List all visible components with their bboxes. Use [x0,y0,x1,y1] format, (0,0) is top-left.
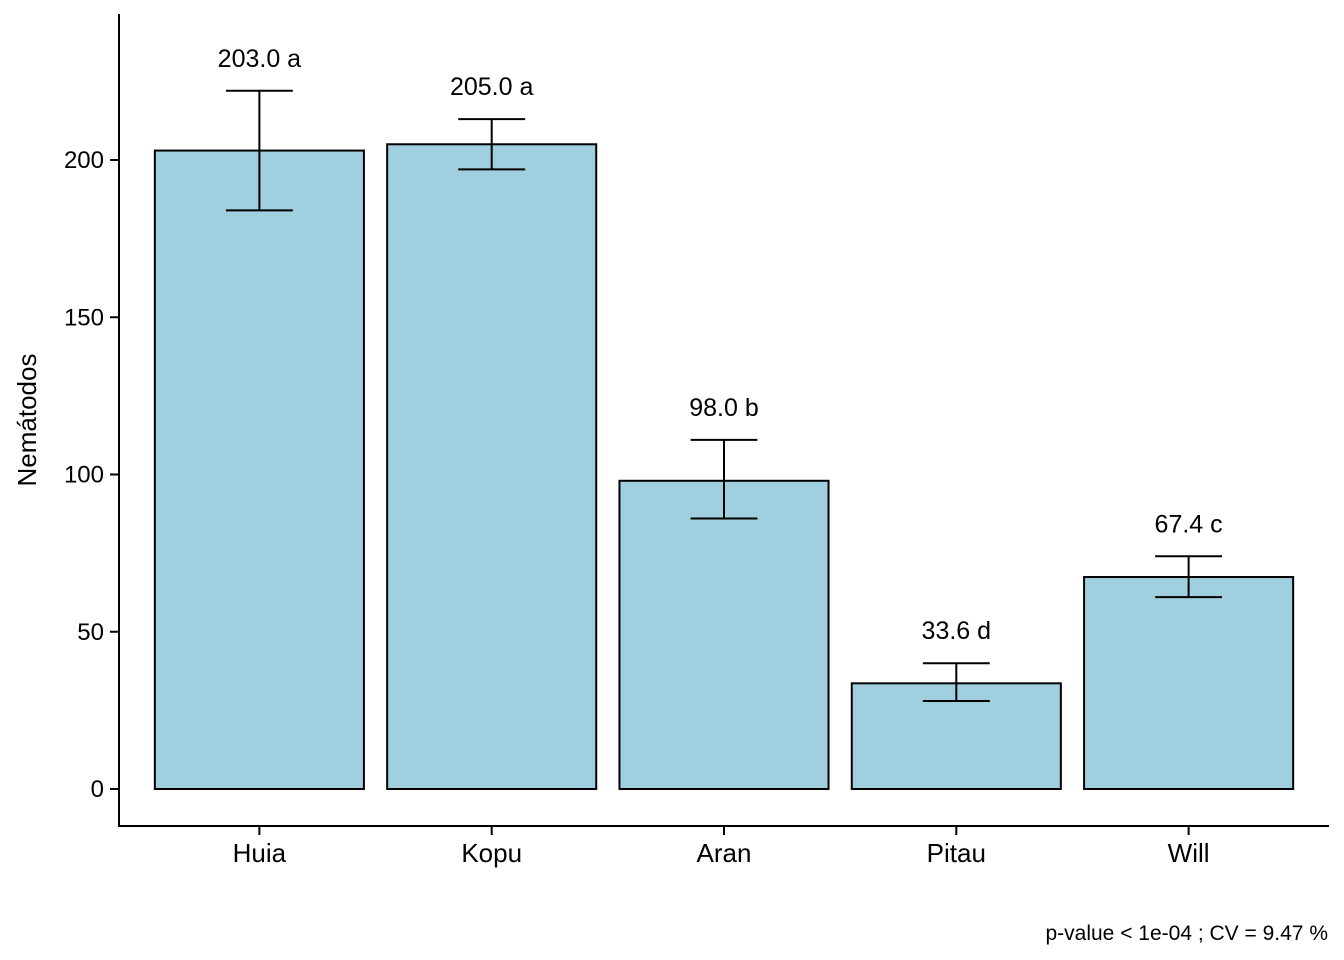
x-tick-label-aran: Aran [697,838,752,868]
bar-label-kopu: 205.0 a [450,73,534,101]
error-bar-kopu [458,118,526,171]
x-tick-label-kopu: Kopu [461,838,522,868]
error-bar-pitau [922,662,990,702]
bar-will [1083,576,1295,790]
bar-huia [153,149,365,790]
bar-label-aran: 98.0 b [689,394,759,422]
y-tick-label: 0 [91,776,104,803]
x-tick-label-will: Will [1168,838,1210,868]
y-tick-label: 200 [64,147,104,174]
bar-value-labels: 203.0 a 205.0 a 98.0 b 33.6 d 67.4 c [218,45,1223,645]
y-tick-label: 150 [64,304,104,331]
error-bar-huia [225,89,293,212]
bar-aran [618,479,830,790]
bar-label-huia: 203.0 a [218,45,302,73]
y-tick-label: 50 [77,619,104,646]
y-tick-label: 100 [64,462,104,489]
chart-caption: p-value < 1e-04 ; CV = 9.47 % [1045,922,1328,945]
y-axis-ticks: 0 50 100 150 200 [64,147,119,803]
x-tick-label-huia: Huia [233,838,287,868]
error-bar-aran [690,438,758,520]
x-axis-ticks: Huia Kopu Aran Pitau Will [233,826,1210,868]
bars [153,143,1295,790]
error-bar-will [1155,555,1223,599]
y-axis-title: Nemátodos [12,354,42,487]
bar-kopu [386,143,598,790]
bar-label-pitau: 33.6 d [922,617,992,645]
x-tick-label-pitau: Pitau [927,838,986,868]
bar-label-will: 67.4 c [1155,510,1223,538]
error-bars [225,89,1223,702]
